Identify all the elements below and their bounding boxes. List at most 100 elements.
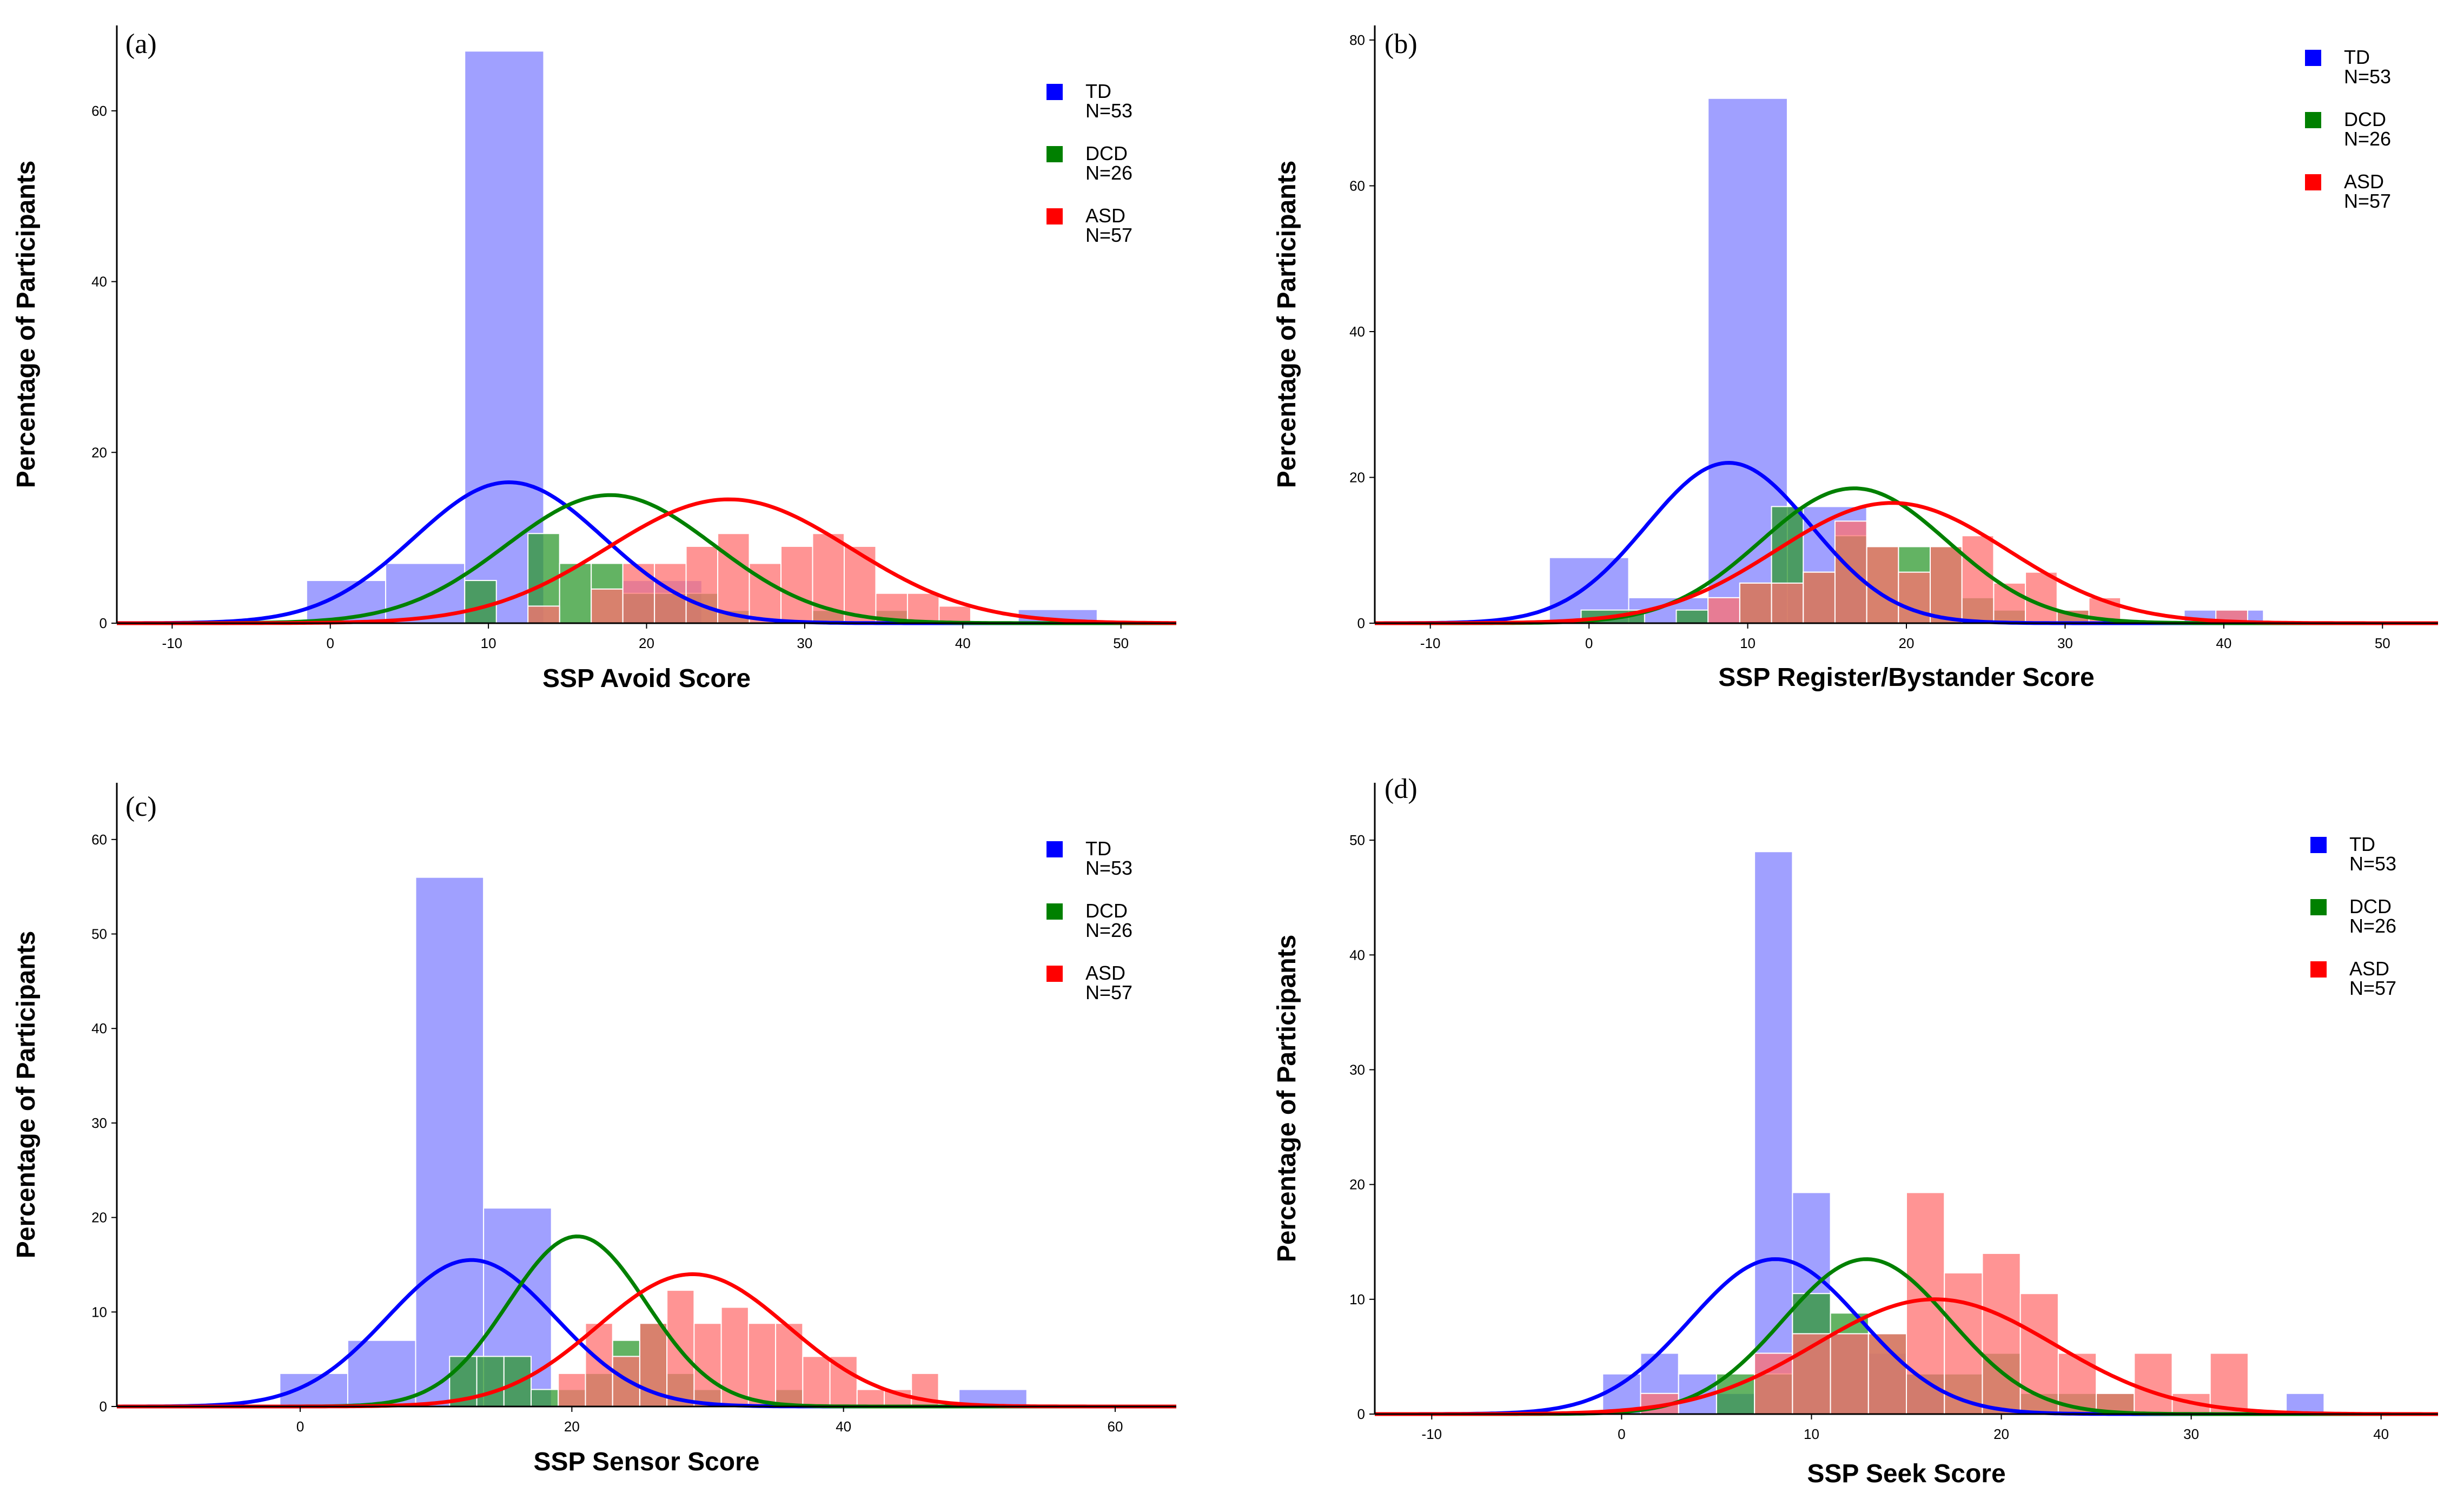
y-tick-label: 40 [1349, 323, 1365, 340]
x-axis-title: SSP Register/Bystander Score [1718, 663, 2094, 692]
x-tick-label: 40 [955, 635, 971, 651]
x-tick-label: 0 [326, 635, 334, 651]
y-tick-label: 20 [1349, 469, 1365, 485]
legend-count: N=57 [1085, 224, 1132, 246]
legend-swatch [2310, 899, 2327, 915]
legend-swatch [2305, 50, 2321, 66]
legend-swatch [2305, 112, 2321, 128]
legend-count: N=57 [1085, 981, 1132, 1003]
histogram-bar [591, 588, 624, 624]
panel-label: (a) [125, 29, 157, 60]
legend-label: ASD [1085, 204, 1125, 227]
panel-label: (c) [125, 791, 157, 822]
x-axis-title: SSP Avoid Score [542, 664, 751, 693]
legend-count: N=57 [2344, 190, 2391, 212]
x-tick-label: 60 [1108, 1418, 1123, 1435]
histogram-bar [347, 1339, 416, 1408]
histogram-bar [2134, 1352, 2173, 1415]
legend-count: N=26 [2344, 128, 2391, 150]
histogram-bar [747, 1323, 777, 1407]
x-tick-label: 20 [1993, 1426, 2009, 1442]
histogram-bar [780, 545, 813, 624]
y-tick-label: 40 [1349, 947, 1365, 963]
x-tick-label: 30 [2057, 635, 2073, 651]
histogram-bar [1707, 597, 1740, 624]
histogram-bar [2025, 571, 2058, 624]
y-tick-label: 40 [91, 274, 107, 290]
legend-swatch [1046, 841, 1063, 857]
histogram-bar [802, 1356, 831, 1408]
histogram-bar [654, 563, 687, 624]
histogram-bar [531, 1389, 559, 1407]
legend-label: TD [1085, 80, 1111, 102]
histogram-bar [279, 1372, 348, 1407]
x-tick-label: -10 [1420, 635, 1441, 651]
y-tick-label: 40 [91, 1020, 107, 1036]
x-axis-title: SSP Sensor Score [534, 1448, 760, 1476]
chart-panel: -10 0 10 20 30 40 0 10 20 30 40 50 SSP Seek Score Per… [1273, 774, 2438, 1488]
y-tick-label: 30 [91, 1115, 107, 1131]
y-tick-label: 60 [1349, 177, 1365, 194]
histogram-bar [1930, 546, 1963, 624]
histogram-bar [1867, 1333, 1907, 1415]
x-tick-label: 50 [1113, 635, 1129, 651]
legend-swatch [1046, 146, 1063, 162]
legend-count: N=53 [1085, 857, 1132, 879]
y-axis-title: Percentage of Participants [1273, 935, 1301, 1263]
legend-swatch [1046, 84, 1063, 100]
legend-swatch [1046, 966, 1063, 982]
legend-count: N=53 [2349, 853, 2396, 875]
x-tick-label: 30 [2183, 1426, 2199, 1442]
histogram-bar [527, 605, 560, 624]
y-tick-label: 20 [91, 1210, 107, 1226]
legend-count: N=26 [1085, 919, 1132, 941]
histogram-series [1640, 1192, 2249, 1415]
histogram-bar [558, 1372, 586, 1407]
y-tick-label: 50 [91, 926, 107, 942]
chart-panel: 0 20 40 60 0 10 20 30 40 50 60 SSP Sensor Score Perc… [12, 783, 1176, 1476]
chart-panel: -10 0 10 20 30 40 50 0 20 40 60 80 SSP Register/Byst… [1273, 25, 2438, 692]
y-tick-label: 10 [91, 1304, 107, 1320]
x-tick-label: 20 [564, 1418, 580, 1435]
y-tick-label: 30 [1349, 1061, 1365, 1078]
legend-label: TD [2349, 833, 2375, 855]
histogram-bar [1944, 1272, 1983, 1415]
x-tick-label: 10 [1740, 635, 1756, 651]
x-tick-label: 0 [1618, 1426, 1625, 1442]
y-axis-title: Percentage of Participants [12, 931, 41, 1259]
histogram-bar [1906, 1192, 1945, 1415]
x-tick-label: 20 [1899, 635, 1915, 651]
histogram-bar [585, 1323, 613, 1407]
histogram-bar [1803, 571, 1836, 624]
legend-label: ASD [1085, 962, 1125, 984]
x-tick-label: 40 [2216, 635, 2231, 651]
histogram-bar [958, 1389, 1028, 1407]
x-tick-label: 0 [1585, 635, 1593, 651]
legend-count: N=53 [2344, 65, 2391, 88]
x-tick-label: 50 [2375, 635, 2390, 651]
histogram-bar [1754, 1352, 1793, 1415]
x-tick-label: 10 [481, 635, 496, 651]
x-tick-label: 0 [296, 1418, 304, 1435]
y-tick-label: 50 [1349, 832, 1365, 848]
y-tick-label: 10 [1349, 1291, 1365, 1308]
legend-count: N=26 [2349, 915, 2396, 937]
histogram-bar [717, 533, 750, 624]
legend-label: DCD [1085, 900, 1128, 922]
chart-panel: -10 0 10 20 30 40 50 0 20 40 60 SSP Avoid Score Perc… [12, 25, 1176, 693]
y-axis-title: Percentage of Participants [1273, 161, 1301, 488]
histogram-series [527, 533, 971, 624]
histogram-bar [906, 592, 940, 624]
legend-swatch [1046, 903, 1063, 920]
histogram-bar [1866, 546, 1899, 624]
y-tick-label: 20 [1349, 1177, 1365, 1193]
legend-label: DCD [2344, 108, 2386, 130]
y-tick-label: 0 [1357, 615, 1365, 631]
legend-label: ASD [2344, 170, 2384, 193]
histogram-bar [856, 1389, 885, 1407]
panel-label: (d) [1385, 774, 1418, 804]
x-tick-label: 10 [1804, 1426, 1819, 1442]
